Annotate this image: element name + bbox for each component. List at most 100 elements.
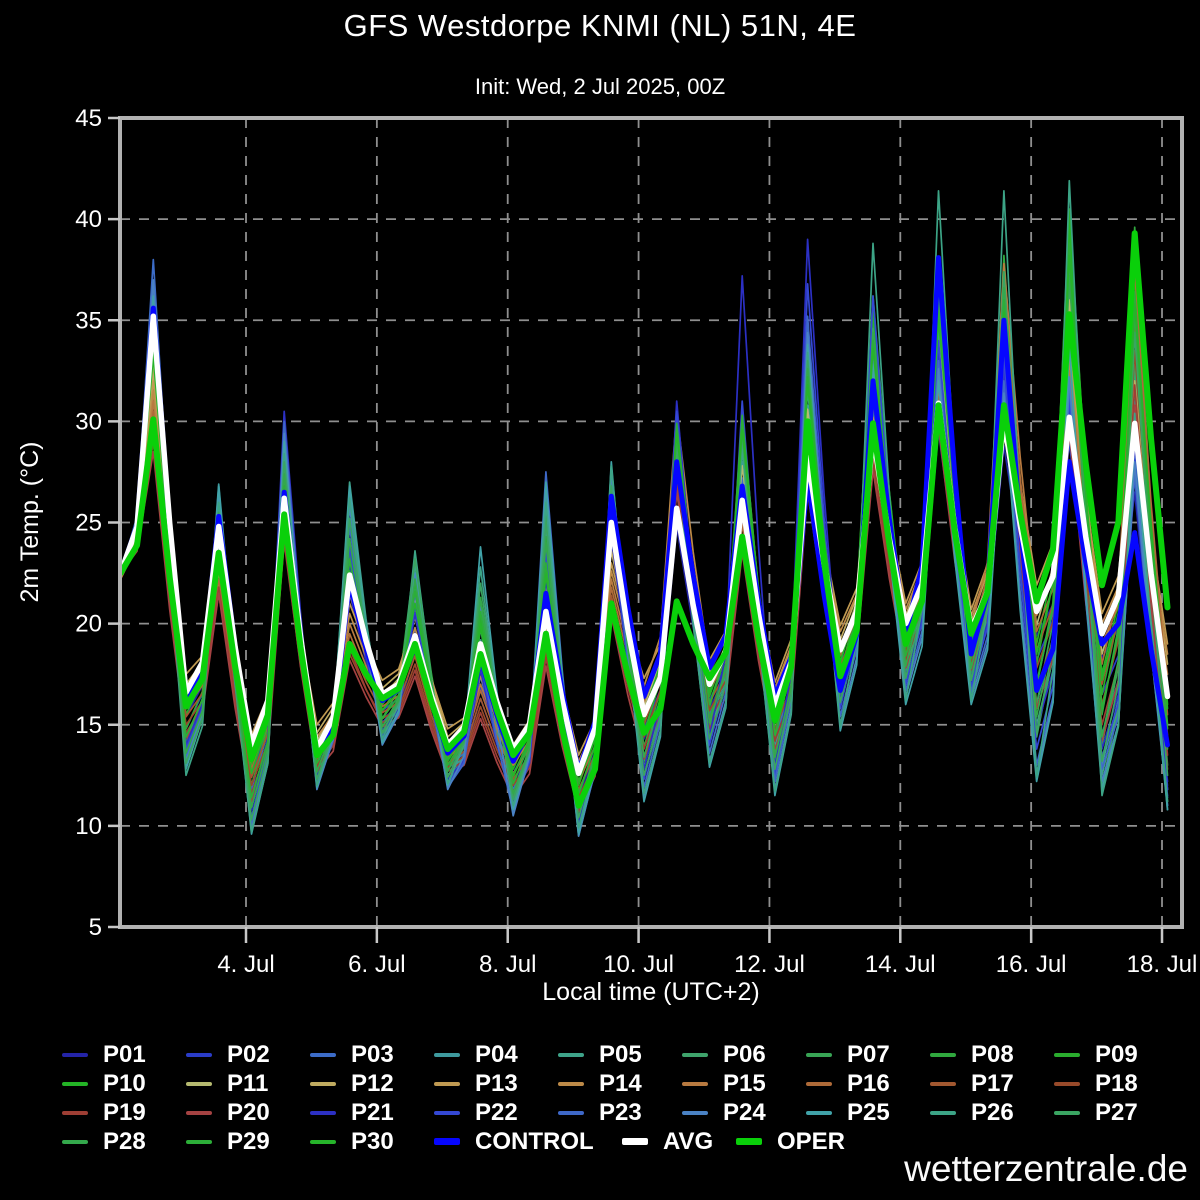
x-tick-label: 10. Jul [603, 951, 674, 978]
legend-line-swatch-p12 [310, 1081, 336, 1086]
legend-label-p27: P27 [1095, 1099, 1138, 1126]
legend-line-swatch-p22 [434, 1110, 460, 1115]
legend-line-swatch-p10 [62, 1081, 88, 1086]
legend-item-p24: P24 [682, 1098, 806, 1127]
x-tick-label: 4. Jul [217, 951, 274, 978]
ensemble-meteogram-chart: 5 10 15 20 25 30 35 40 45 4. Jul 6. Jul 8. Jul 10. J… [16, 105, 1198, 1006]
legend-line-swatch-p25 [806, 1110, 832, 1115]
legend-label-p08: P08 [971, 1041, 1014, 1068]
x-tick-label: 8. Jul [479, 951, 536, 978]
legend-line-swatch-p27 [1054, 1110, 1080, 1115]
legend-label-p23: P23 [599, 1099, 642, 1126]
legend-label-p16: P16 [847, 1070, 890, 1097]
page-title: GFS Westdorpe KNMI (NL) 51N, 4E [343, 8, 857, 43]
legend-line-swatch-p17 [930, 1081, 956, 1086]
legend-row-2: P10 P11 P12 P13 P14 P15 P16 P17 P18 [62, 1069, 1172, 1098]
x-tick-label: 18. Jul [1127, 951, 1198, 978]
legend-item-control: CONTROL [434, 1127, 622, 1156]
legend-label-p12: P12 [351, 1070, 394, 1097]
legend-item-p10: P10 [62, 1069, 186, 1098]
legend: P01 P02 P03 P04 P05 P06 P07 P08 P09 P10 P11 P12 P13 P… [62, 1040, 1172, 1156]
legend-line-swatch-p15 [682, 1081, 708, 1086]
legend-line-swatch-p20 [186, 1110, 212, 1115]
legend-line-swatch-p18 [1054, 1081, 1080, 1086]
watermark: wetterzentrale.de [904, 1148, 1188, 1189]
legend-label-avg: AVG [663, 1128, 714, 1155]
legend-label-p17: P17 [971, 1070, 1014, 1097]
legend-item-p08: P08 [930, 1040, 1054, 1069]
legend-item-p18: P18 [1054, 1069, 1178, 1098]
legend-line-swatch-oper [736, 1138, 762, 1145]
legend-item-p09: P09 [1054, 1040, 1178, 1069]
legend-line-swatch-p13 [434, 1081, 460, 1086]
legend-line-swatch-p02 [186, 1052, 212, 1057]
legend-label-p10: P10 [103, 1070, 146, 1097]
legend-line-swatch-p06 [682, 1052, 708, 1057]
legend-line-swatch-p24 [682, 1110, 708, 1115]
legend-item-p11: P11 [186, 1069, 310, 1098]
legend-line-swatch-p03 [310, 1052, 336, 1057]
legend-item-p29: P29 [186, 1127, 310, 1156]
legend-item-p19: P19 [62, 1098, 186, 1127]
legend-label-p18: P18 [1095, 1070, 1138, 1097]
legend-line-swatch-p28 [62, 1139, 88, 1144]
x-tick-label: 14. Jul [865, 951, 936, 978]
x-axis-label: Local time (UTC+2) [542, 978, 759, 1006]
legend-label-p26: P26 [971, 1099, 1014, 1126]
legend-label-p07: P07 [847, 1041, 890, 1068]
legend-line-swatch-control [434, 1138, 460, 1145]
legend-label-p05: P05 [599, 1041, 642, 1068]
legend-item-p01: P01 [62, 1040, 186, 1069]
legend-line-swatch-p11 [186, 1081, 212, 1086]
legend-label-p09: P09 [1095, 1041, 1138, 1068]
y-axis-label: 2m Temp. (°C) [16, 442, 44, 603]
legend-label-p15: P15 [723, 1070, 766, 1097]
y-tick-label: 45 [75, 105, 102, 132]
legend-label-p13: P13 [475, 1070, 518, 1097]
init-subtitle: Init: Wed, 2 Jul 2025, 00Z [474, 74, 726, 99]
legend-label-p29: P29 [227, 1128, 270, 1155]
legend-item-p16: P16 [806, 1069, 930, 1098]
legend-label-p14: P14 [599, 1070, 642, 1097]
legend-label-p24: P24 [723, 1099, 766, 1126]
legend-label-p28: P28 [103, 1128, 146, 1155]
legend-item-p26: P26 [930, 1098, 1054, 1127]
legend-label-p21: P21 [351, 1099, 394, 1126]
legend-row-4: P28 P29 P30 CONTROL AVG OPER [62, 1127, 1172, 1156]
legend-line-swatch-p29 [186, 1139, 212, 1144]
legend-label-p02: P02 [227, 1041, 270, 1068]
legend-line-swatch-p05 [558, 1052, 584, 1057]
legend-label-p11: P11 [227, 1070, 269, 1097]
legend-line-swatch-avg [622, 1138, 648, 1145]
grid-layer [120, 118, 1182, 927]
y-tick-label: 30 [75, 408, 102, 435]
legend-line-swatch-p04 [434, 1052, 460, 1057]
legend-line-swatch-p21 [310, 1110, 336, 1115]
legend-line-swatch-p08 [930, 1052, 956, 1057]
legend-item-p04: P04 [434, 1040, 558, 1069]
legend-label-p30: P30 [351, 1128, 394, 1155]
legend-item-p12: P12 [310, 1069, 434, 1098]
legend-label-p22: P22 [475, 1099, 518, 1126]
legend-item-p27: P27 [1054, 1098, 1178, 1127]
y-tick-label: 25 [75, 510, 102, 537]
legend-line-swatch-p26 [930, 1110, 956, 1115]
y-tick-label: 40 [75, 206, 102, 233]
legend-item-p30: P30 [310, 1127, 434, 1156]
legend-item-p22: P22 [434, 1098, 558, 1127]
legend-item-p03: P03 [310, 1040, 434, 1069]
series-oper [120, 230, 1171, 809]
legend-item-p17: P17 [930, 1069, 1054, 1098]
legend-row-1: P01 P02 P03 P04 P05 P06 P07 P08 P09 [62, 1040, 1172, 1069]
series-layer [120, 179, 1171, 837]
legend-line-swatch-p09 [1054, 1052, 1080, 1057]
legend-line-swatch-p19 [62, 1110, 88, 1115]
legend-item-p07: P07 [806, 1040, 930, 1069]
legend-label-control: CONTROL [475, 1128, 594, 1155]
legend-line-swatch-p07 [806, 1052, 832, 1057]
y-tick-label: 10 [75, 813, 102, 840]
legend-item-p14: P14 [558, 1069, 682, 1098]
legend-label-p01: P01 [103, 1041, 146, 1068]
legend-label-p20: P20 [227, 1099, 270, 1126]
legend-item-p23: P23 [558, 1098, 682, 1127]
